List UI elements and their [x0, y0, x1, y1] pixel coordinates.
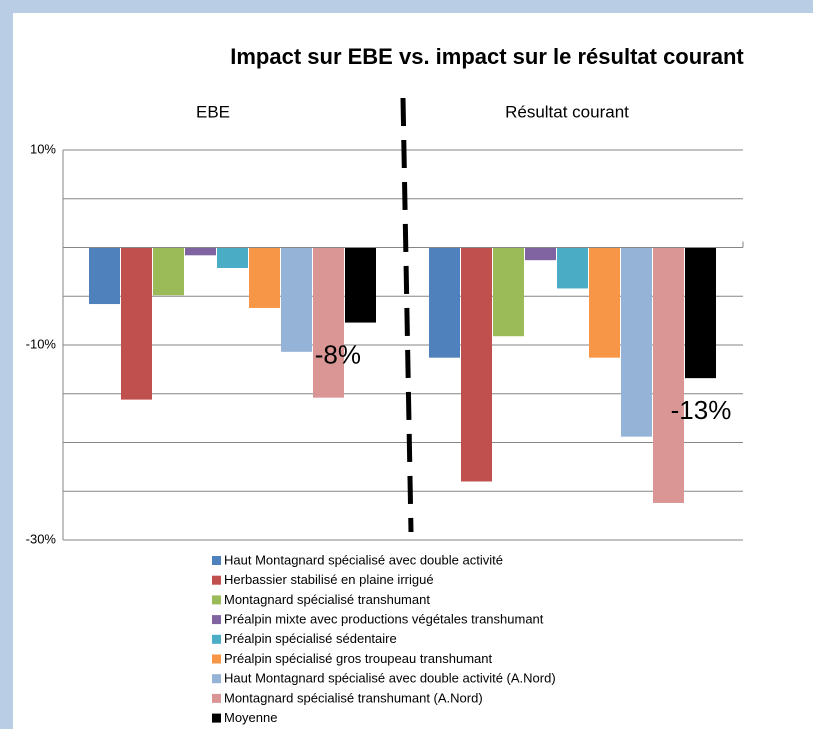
value-label: -13% [671, 395, 732, 425]
y-tick-label: -30% [26, 531, 57, 546]
bar [217, 247, 248, 268]
legend-label: Moyenne [224, 710, 277, 725]
bar [345, 247, 376, 323]
bar [313, 247, 344, 398]
bar [653, 247, 684, 503]
bar [89, 247, 120, 305]
legend-label: Montagnard spécialisé transhumant [224, 592, 430, 607]
category-label: EBE [196, 102, 230, 121]
bar [685, 247, 716, 379]
bar [121, 247, 152, 400]
legend-label: Préalpin spécialisé gros troupeau transh… [224, 651, 492, 666]
legend-swatch [212, 556, 221, 565]
legend-swatch [212, 575, 221, 585]
bar [589, 247, 620, 358]
separator [400, 97, 414, 533]
bar [557, 247, 588, 289]
legend-swatch [212, 634, 221, 644]
legend-label: Haut Montagnard spécialisé avec double a… [224, 552, 503, 567]
legend-label: Préalpin spécialisé sédentaire [224, 631, 397, 646]
legend-label: Haut Montagnard spécialisé avec double a… [224, 671, 556, 686]
legend-swatch [212, 654, 221, 664]
value-label: -8% [315, 339, 361, 369]
bar [249, 247, 280, 308]
legend-swatch [212, 595, 221, 605]
bar [461, 247, 492, 482]
bar [153, 247, 184, 296]
bar [525, 247, 556, 261]
legend-label: Préalpin mixte avec productions végétale… [224, 612, 544, 627]
legend-swatch [212, 674, 221, 684]
bar [621, 247, 652, 437]
legend-swatch [212, 615, 221, 625]
bar [185, 247, 216, 256]
category-label: Résultat courant [505, 102, 629, 121]
legend-swatch [212, 713, 221, 723]
legend-label: Montagnard spécialisé transhumant (A.Nor… [224, 690, 483, 705]
bar [493, 247, 524, 337]
legend-swatch [212, 693, 221, 703]
y-tick-label: 10% [30, 141, 56, 156]
chart-title: Impact sur EBE vs. impact sur le résulta… [230, 44, 744, 69]
bar [281, 247, 312, 352]
legend-label: Herbassier stabilisé en plaine irrigué [224, 572, 434, 587]
bar [429, 247, 460, 358]
y-tick-label: -10% [26, 336, 57, 351]
